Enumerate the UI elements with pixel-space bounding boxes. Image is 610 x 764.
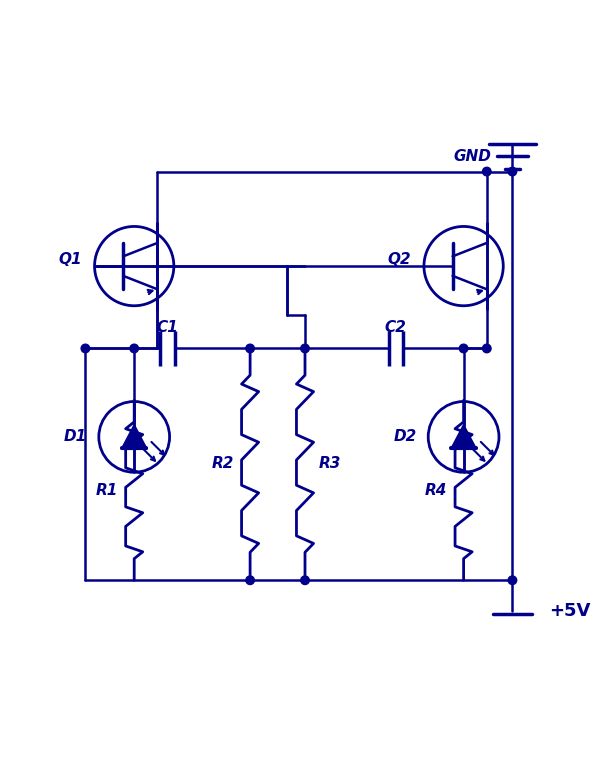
Circle shape (246, 344, 254, 353)
Polygon shape (451, 426, 476, 448)
Circle shape (301, 576, 309, 584)
Circle shape (459, 344, 468, 353)
Polygon shape (122, 426, 146, 448)
Text: C2: C2 (385, 319, 407, 335)
Circle shape (246, 576, 254, 584)
Text: R1: R1 (96, 483, 118, 498)
Text: Q1: Q1 (59, 252, 82, 267)
Text: R3: R3 (318, 456, 340, 471)
Text: GND: GND (454, 149, 492, 163)
Text: R2: R2 (212, 456, 234, 471)
Circle shape (483, 167, 491, 176)
Circle shape (508, 576, 517, 584)
Text: D2: D2 (393, 429, 417, 445)
Circle shape (130, 344, 138, 353)
Text: +5V: +5V (549, 602, 590, 620)
Text: C1: C1 (157, 319, 179, 335)
Text: R4: R4 (425, 483, 447, 498)
Circle shape (301, 344, 309, 353)
Text: Q2: Q2 (388, 252, 411, 267)
Circle shape (483, 344, 491, 353)
Circle shape (508, 167, 517, 176)
Text: D1: D1 (64, 429, 87, 445)
Circle shape (81, 344, 90, 353)
